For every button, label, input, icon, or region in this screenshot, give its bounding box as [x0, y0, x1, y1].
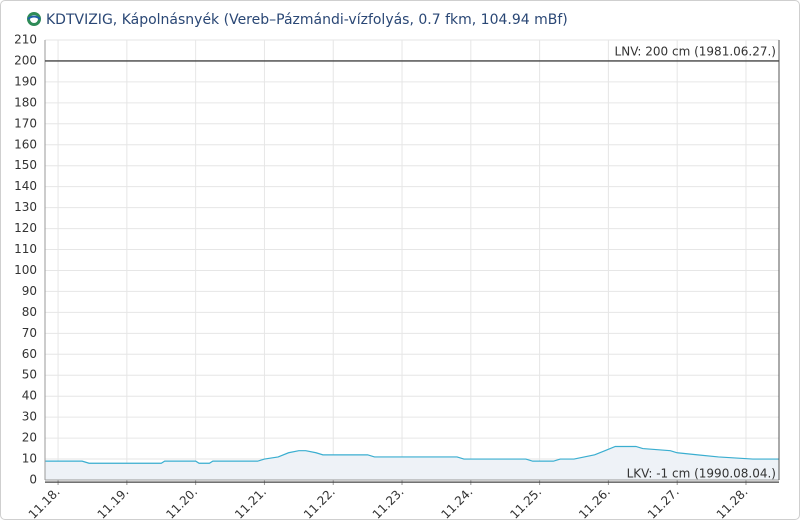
y-tick-label: 180: [14, 95, 37, 109]
line: [45, 445, 779, 464]
y-tick-label: 190: [14, 74, 37, 88]
y-tick-label: 90: [22, 284, 37, 298]
y-tick-label: 160: [14, 137, 37, 151]
x-tick-label: 11.21.: [232, 485, 269, 519]
x-tick-label: 11.23.: [370, 485, 407, 519]
x-tick-label: 11.27.: [645, 485, 682, 519]
y-tick-label: 130: [14, 200, 37, 214]
y-tick-label: 30: [22, 410, 37, 424]
y-tick-label: 80: [22, 305, 37, 319]
y-tick-label: 210: [14, 33, 37, 47]
y-tick-label: 60: [22, 347, 37, 361]
y-tick-label: 10: [22, 452, 37, 466]
chart-title: KDTVIZIG, Kápolnásnyék (Vereb–Pázmándi-v…: [46, 12, 568, 28]
x-tick-label: 11.18.: [26, 485, 63, 519]
x-tick-label: 11.28.: [714, 485, 751, 519]
x-tick-label: 11.24.: [439, 485, 476, 519]
y-tick-label: 170: [14, 116, 37, 130]
y-tick-label: 140: [14, 179, 37, 193]
reference-label: LKV: -1 cm (1990.08.04.): [627, 467, 776, 481]
y-tick-label: 150: [14, 158, 37, 172]
x-tick-label: 11.25.: [507, 485, 544, 519]
y-tick-label: 100: [14, 263, 37, 277]
reference-label: LNV: 200 cm (1981.06.27.): [615, 44, 776, 58]
y-tick-label: 200: [14, 53, 37, 67]
logo-icon: [27, 12, 41, 26]
x-tick-label: 11.19.: [95, 485, 132, 519]
x-tick-label: 11.20.: [163, 485, 200, 519]
x-tick-label: 11.26.: [576, 485, 613, 519]
y-tick-label: 110: [14, 242, 37, 256]
y-tick-label: 50: [22, 368, 37, 382]
y-tick-label: 40: [22, 389, 37, 403]
y-tick-label: 20: [22, 431, 37, 445]
y-tick-label: 0: [29, 473, 37, 487]
y-tick-label: 70: [22, 326, 37, 340]
x-tick-label: 11.22.: [301, 485, 338, 519]
y-tick-label: 120: [14, 221, 37, 235]
